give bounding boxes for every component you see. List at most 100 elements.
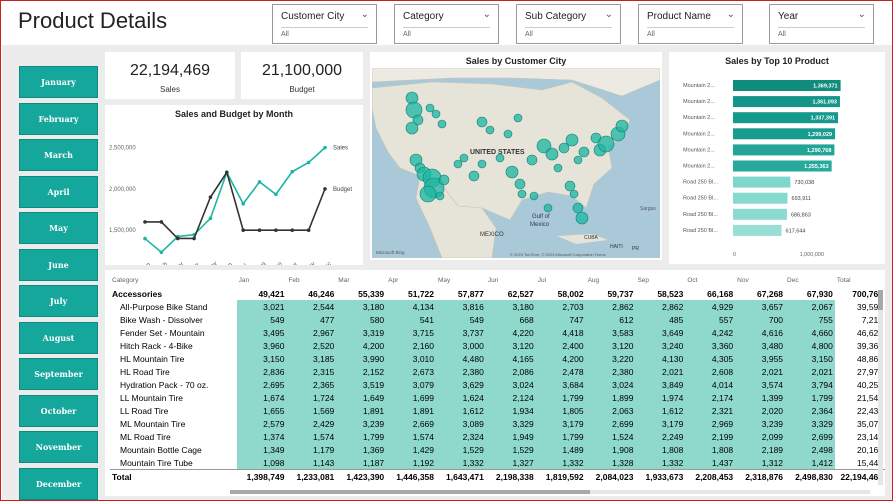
city-bubble[interactable]: [575, 211, 589, 225]
table-row[interactable]: Mountain Bottle Cage 1,349 1,179 1,369 1,429…: [110, 443, 885, 456]
city-bubble[interactable]: [514, 178, 526, 190]
table-group-row[interactable]: Accessories 49,421 46,246 55,339 51,722 57,87…: [110, 287, 885, 300]
chevron-down-icon[interactable]: ⌄: [857, 9, 866, 20]
product-bar[interactable]: [733, 224, 782, 236]
month-button-april[interactable]: April: [19, 175, 98, 208]
column-header[interactable]: Feb: [288, 277, 300, 284]
month-button-december[interactable]: December: [19, 467, 98, 500]
horizontal-scrollbar[interactable]: [230, 490, 870, 494]
city-bubble[interactable]: [565, 133, 579, 147]
product-bar[interactable]: [733, 80, 841, 91]
table-row[interactable]: All-Purpose Bike Stand 3,021 2,544 3,180 4,1…: [110, 300, 885, 313]
month-button-may[interactable]: May: [19, 212, 98, 244]
product-bar[interactable]: [733, 208, 787, 220]
city-bubble[interactable]: [517, 189, 527, 199]
product-bar[interactable]: [733, 176, 791, 188]
column-header[interactable]: Sep: [637, 277, 650, 284]
chevron-down-icon[interactable]: ⌄: [604, 9, 613, 20]
product-bar[interactable]: [733, 192, 788, 204]
city-bubble[interactable]: [503, 129, 513, 139]
table-row[interactable]: LL Mountain Tire 1,674 1,724 1,649 1,699 1,62…: [110, 391, 885, 404]
chevron-down-icon[interactable]: ⌄: [360, 9, 369, 20]
city-bubble[interactable]: [425, 103, 435, 113]
table-row[interactable]: HL Mountain Tire 3,150 3,185 3,990 3,010 4,48…: [110, 352, 885, 365]
vertical-scroll-thumb[interactable]: [878, 290, 883, 310]
chevron-down-icon[interactable]: ⌄: [726, 9, 735, 20]
city-bubble[interactable]: [545, 147, 559, 161]
city-bubble[interactable]: [435, 191, 445, 201]
month-button-august[interactable]: August: [19, 321, 98, 354]
column-header[interactable]: May: [438, 277, 451, 284]
table-row[interactable]: LL Road Tire 1,655 1,569 1,891 1,891 1,612 1,9…: [110, 404, 885, 417]
city-bubble[interactable]: [573, 155, 583, 165]
city-bubble[interactable]: [485, 125, 495, 135]
column-header[interactable]: Nov: [737, 277, 749, 284]
month-button-october[interactable]: October: [19, 394, 98, 427]
city-bubble[interactable]: [553, 163, 563, 173]
city-bubble[interactable]: [558, 142, 570, 154]
city-bubble[interactable]: [513, 113, 523, 123]
slicer-customer-city[interactable]: Customer City ⌄ All: [272, 4, 377, 44]
column-header[interactable]: Jul: [537, 277, 547, 284]
month-button-january[interactable]: January: [19, 66, 98, 98]
column-header[interactable]: Mar: [338, 277, 350, 284]
column-header[interactable]: Category: [112, 277, 139, 284]
city-bubble[interactable]: [468, 170, 480, 182]
city-bubble[interactable]: [505, 165, 519, 179]
column-header[interactable]: Total: [836, 277, 851, 284]
month-button-november[interactable]: November: [19, 431, 98, 463]
city-bubble[interactable]: [476, 116, 488, 128]
table-row[interactable]: Hydration Pack - 70 oz. 2,695 2,365 3,519 3,…: [110, 378, 885, 391]
product-bar[interactable]: [733, 128, 836, 140]
month-button-february[interactable]: February: [19, 102, 98, 135]
column-header[interactable]: Oct: [687, 277, 698, 284]
city-bubble[interactable]: [405, 121, 419, 135]
month-button-june[interactable]: June: [19, 248, 98, 281]
city-bubble[interactable]: [615, 119, 629, 133]
city-bubble[interactable]: [597, 135, 615, 153]
city-bubble[interactable]: [459, 153, 469, 163]
city-bubble[interactable]: [412, 114, 424, 126]
table-row[interactable]: ML Mountain Tire 2,579 2,429 3,239 2,669 3,08…: [110, 417, 885, 430]
city-bubble[interactable]: [564, 180, 576, 192]
city-bubble[interactable]: [477, 159, 487, 169]
product-bar[interactable]: [733, 112, 839, 124]
month-button-july[interactable]: July: [19, 285, 98, 317]
chevron-down-icon[interactable]: ⌄: [482, 9, 491, 20]
table-row[interactable]: Hitch Rack - 4-Bike 3,960 2,520 4,200 2,160 3…: [110, 339, 885, 352]
column-header[interactable]: Jan: [238, 277, 250, 284]
city-bubble[interactable]: [526, 154, 538, 166]
table-row[interactable]: Fender Set - Mountain 3,495 2,967 3,319 3,71…: [110, 326, 885, 339]
city-bubble[interactable]: [495, 153, 505, 163]
table-row[interactable]: Mountain Tire Tube 1,098 1,143 1,187 1,192 1,…: [110, 456, 885, 470]
month-button-march[interactable]: March: [19, 139, 98, 171]
column-header[interactable]: Aug: [587, 277, 600, 284]
city-bubble[interactable]: [529, 191, 539, 201]
month-button-september[interactable]: September: [19, 358, 98, 390]
city-bubble[interactable]: [437, 119, 447, 129]
horizontal-scroll-thumb[interactable]: [230, 490, 590, 494]
city-bubble[interactable]: [431, 109, 441, 119]
slicer-sub-category[interactable]: Sub Category ⌄ All: [516, 4, 621, 44]
slicer-category[interactable]: Category ⌄ All: [394, 4, 499, 44]
slicer-product-name[interactable]: Product Name ⌄ All: [638, 4, 743, 44]
column-header[interactable]: Jun: [487, 277, 499, 284]
city-bubble[interactable]: [578, 146, 590, 158]
slicer-year[interactable]: Year ⌄ All: [769, 4, 874, 44]
table-row[interactable]: HL Road Tire 2,836 2,315 2,152 2,673 2,380 2,0…: [110, 365, 885, 378]
product-bar[interactable]: [733, 144, 835, 156]
product-bar[interactable]: [733, 160, 832, 172]
city-bubble[interactable]: [536, 138, 552, 154]
city-bubble[interactable]: [438, 174, 450, 186]
column-header[interactable]: Dec: [787, 277, 799, 284]
city-bubble[interactable]: [569, 189, 579, 199]
city-bubble[interactable]: [572, 202, 584, 214]
table-row[interactable]: ML Road Tire 1,374 1,574 1,799 1,574 2,324 1,9…: [110, 430, 885, 443]
product-bar[interactable]: [733, 96, 840, 108]
column-header[interactable]: Apr: [388, 277, 399, 284]
city-bubble[interactable]: [543, 203, 553, 213]
us-map[interactable]: UNITED STATES MEXICO Gulf of Mexico CUBA…: [372, 68, 660, 258]
city-bubble[interactable]: [419, 185, 437, 203]
city-bubble[interactable]: [453, 159, 463, 169]
table-row[interactable]: Bike Wash - Dissolver 549 477 580 541 549 668 7…: [110, 313, 885, 326]
